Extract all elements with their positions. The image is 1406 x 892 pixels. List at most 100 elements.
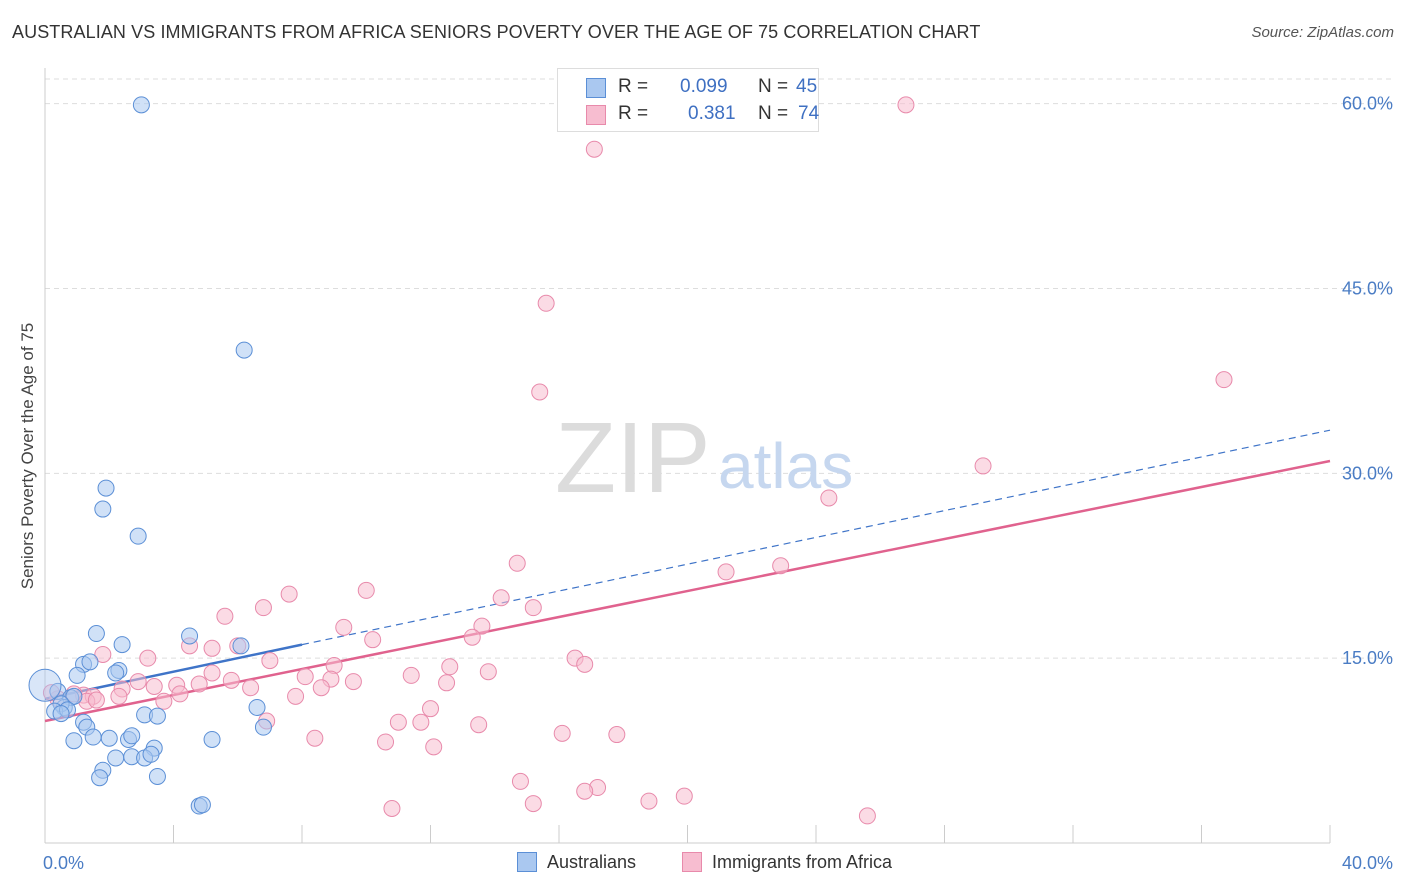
data-point-immigrants bbox=[110, 687, 128, 705]
y-tick-label: 30.0% bbox=[1342, 463, 1393, 483]
data-point-australians bbox=[203, 730, 221, 748]
data-point-immigrants bbox=[389, 713, 407, 731]
trend-line-immigrants bbox=[44, 459, 1331, 723]
data-point-australians bbox=[129, 527, 147, 545]
data-point-immigrants bbox=[511, 772, 529, 790]
data-point-australians bbox=[142, 745, 160, 763]
data-point-immigrants bbox=[261, 652, 279, 670]
legend-r-value: 0.381 bbox=[688, 103, 736, 124]
data-point-australians bbox=[232, 637, 250, 655]
data-point-immigrants bbox=[377, 733, 395, 751]
data-point-immigrants bbox=[531, 383, 549, 401]
data-point-immigrants bbox=[364, 631, 382, 649]
data-point-immigrants bbox=[717, 563, 735, 581]
data-point-australians bbox=[107, 664, 125, 682]
data-point-australians bbox=[148, 707, 166, 725]
data-point-immigrants bbox=[820, 489, 838, 507]
data-point-australians bbox=[91, 769, 109, 787]
data-point-immigrants bbox=[524, 599, 542, 617]
data-point-australians bbox=[123, 727, 141, 745]
data-point-immigrants bbox=[171, 685, 189, 703]
data-point-immigrants bbox=[296, 668, 314, 686]
y-tick-label: 15.0% bbox=[1342, 648, 1393, 668]
data-point-australians bbox=[193, 796, 211, 814]
data-point-australians bbox=[68, 666, 86, 684]
source-label: Source: ZipAtlas.com bbox=[1251, 24, 1394, 41]
legend-n-value: 45 bbox=[796, 76, 818, 97]
data-point-immigrants bbox=[254, 599, 272, 617]
legend-n-label: N = bbox=[758, 103, 789, 124]
legend-swatch-pink bbox=[586, 105, 606, 125]
data-point-immigrants bbox=[155, 692, 173, 710]
data-point-immigrants bbox=[640, 792, 658, 810]
data-point-immigrants bbox=[203, 664, 221, 682]
y-axis-label: Seniors Poverty Over the Age of 75 bbox=[18, 323, 37, 589]
bottom-legend-label: Australians bbox=[547, 852, 637, 872]
data-point-immigrants bbox=[772, 557, 790, 575]
data-point-australians bbox=[132, 96, 150, 114]
data-point-immigrants bbox=[858, 807, 876, 825]
bottom-legend-label: Immigrants from Africa bbox=[712, 852, 893, 872]
bottom-legend-australians: Australians bbox=[517, 852, 636, 873]
series-australians-points bbox=[28, 96, 272, 815]
data-point-immigrants bbox=[576, 655, 594, 673]
data-point-immigrants bbox=[145, 678, 163, 696]
data-point-australians bbox=[100, 729, 118, 747]
data-point-immigrants bbox=[524, 795, 542, 813]
data-point-immigrants bbox=[1215, 371, 1233, 389]
data-point-immigrants bbox=[139, 649, 157, 667]
data-point-immigrants bbox=[87, 691, 105, 709]
x-tick-label: 0.0% bbox=[43, 853, 84, 873]
tick-labels: 15.0% 30.0% 45.0% 60.0% 0.0% 40.0% bbox=[43, 94, 1393, 873]
data-point-immigrants bbox=[129, 673, 147, 691]
data-point-australians bbox=[254, 718, 272, 736]
data-point-immigrants bbox=[585, 140, 603, 158]
data-point-australians bbox=[65, 732, 83, 750]
data-point-australians bbox=[52, 705, 70, 723]
data-point-immigrants bbox=[425, 738, 443, 756]
data-point-immigrants bbox=[675, 787, 693, 805]
legend-n-label: N = bbox=[758, 76, 789, 97]
data-point-immigrants bbox=[492, 589, 510, 607]
watermark-zip: ZIP bbox=[555, 402, 711, 514]
data-point-immigrants bbox=[357, 581, 375, 599]
data-point-immigrants bbox=[508, 554, 526, 572]
data-point-australians bbox=[97, 479, 115, 497]
legend-r-value: 0.099 bbox=[680, 76, 728, 97]
data-point-immigrants bbox=[242, 679, 260, 697]
legend-r-label: R = bbox=[618, 76, 649, 97]
data-point-immigrants bbox=[974, 457, 992, 475]
data-point-immigrants bbox=[422, 700, 439, 718]
data-point-australians bbox=[107, 749, 125, 767]
series-immigrants-points bbox=[42, 96, 1233, 825]
bottom-legend-swatch-pink bbox=[682, 852, 702, 872]
watermark: ZIP atlas bbox=[555, 402, 853, 514]
data-point-australians bbox=[94, 500, 112, 518]
data-point-australians bbox=[81, 653, 99, 671]
data-point-immigrants bbox=[306, 729, 324, 747]
data-point-immigrants bbox=[222, 671, 240, 689]
data-point-australians bbox=[235, 341, 253, 359]
data-point-immigrants bbox=[203, 639, 221, 657]
data-point-immigrants bbox=[287, 687, 305, 705]
data-point-immigrants bbox=[312, 679, 330, 697]
legend-n-value: 74 bbox=[798, 103, 820, 124]
data-point-immigrants bbox=[441, 658, 459, 676]
data-point-immigrants bbox=[438, 674, 456, 692]
data-point-australians bbox=[28, 668, 62, 702]
bottom-legend-swatch-blue bbox=[517, 852, 537, 872]
axes bbox=[44, 68, 1331, 844]
data-point-immigrants bbox=[463, 628, 481, 646]
data-point-immigrants bbox=[608, 726, 626, 744]
data-point-immigrants bbox=[335, 618, 353, 636]
data-point-australians bbox=[113, 636, 131, 654]
data-point-australians bbox=[181, 627, 199, 645]
data-point-australians bbox=[248, 698, 266, 716]
data-point-immigrants bbox=[553, 724, 571, 742]
data-point-australians bbox=[84, 728, 102, 746]
correlation-legend: R = 0.099 N = 45 R = 0.381 N = 74 bbox=[557, 68, 819, 132]
data-point-immigrants bbox=[216, 607, 234, 625]
data-point-immigrants bbox=[344, 673, 362, 691]
data-point-immigrants bbox=[576, 782, 594, 800]
